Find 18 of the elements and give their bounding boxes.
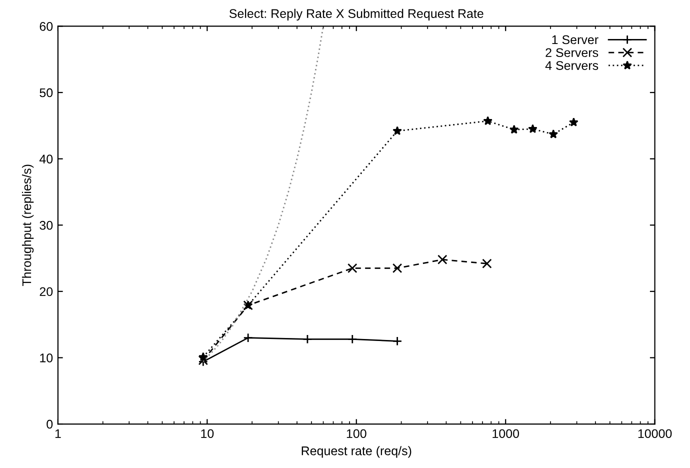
y-axis-title: Throughput (replies/s) [22,164,34,286]
y-tick-label: 30 [40,220,53,230]
legend-label: 4 Servers [545,61,598,70]
x-axis-title: Request rate (req/s) [302,446,412,458]
y-tick-label: 10 [40,354,53,362]
x-tick-label: 10000 [638,429,672,438]
x-tick-label: 10 [201,429,214,438]
y-tick-label: 40 [39,154,53,164]
chart-title: Select: Reply Rate X Submitted Request Rate [229,8,484,20]
legend-label: 2 Servers [546,48,598,58]
legend-label: 1 Server [552,35,598,44]
y-tick-label: 50 [40,88,53,98]
x-tick-label: 1 [55,429,61,438]
x-tick-label: 100 [346,429,366,438]
y-tick-label: 20 [40,287,53,296]
y-tick-label: 0 [46,420,53,429]
x-tick-label: 1000 [492,429,520,438]
y-tick-label: 60 [40,22,53,31]
